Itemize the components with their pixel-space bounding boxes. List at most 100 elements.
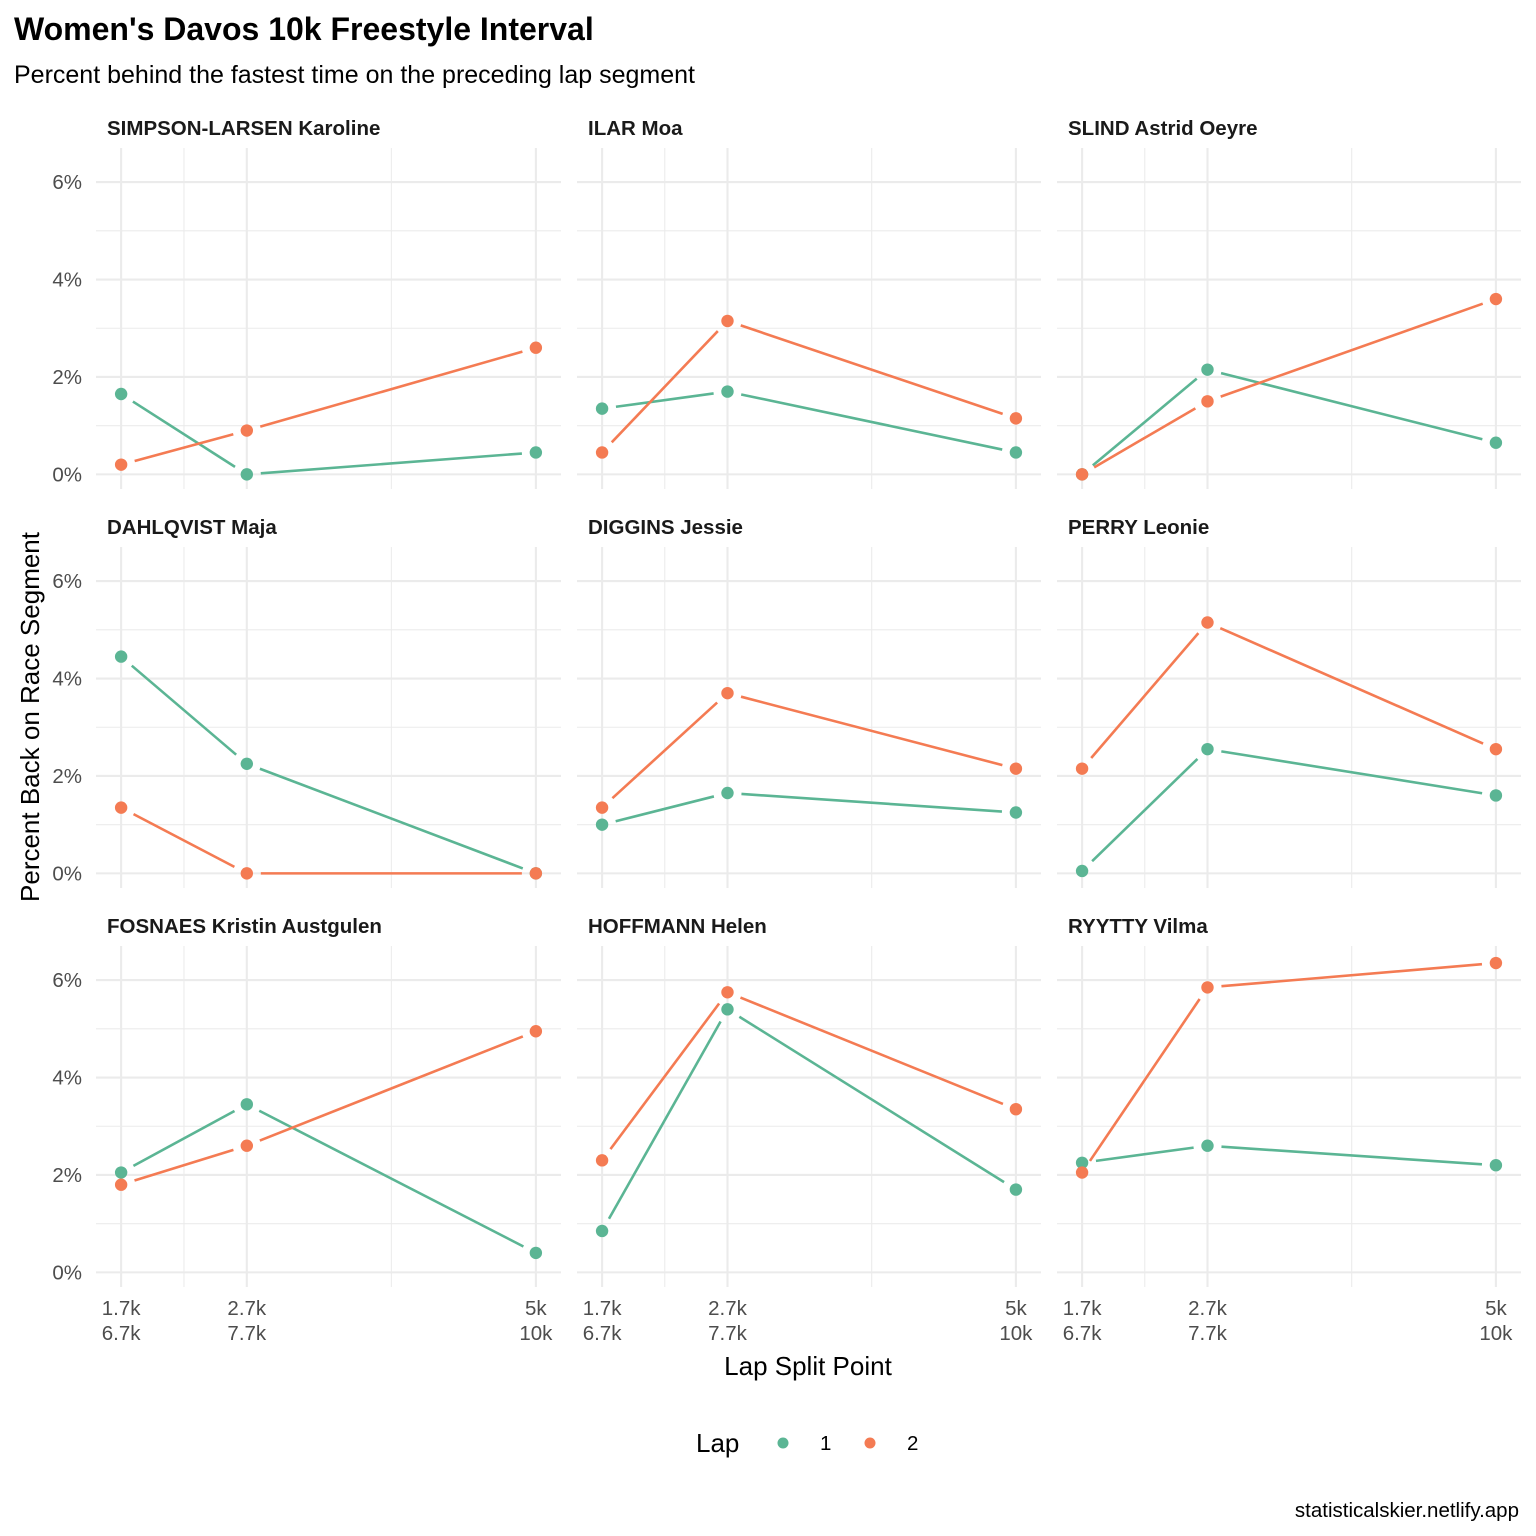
data-point-lap-2 <box>1075 762 1089 775</box>
data-point-lap-2 <box>595 1154 609 1167</box>
panel-8: HOFFMANN Helen <box>577 915 1041 1287</box>
chart-title: Women's Davos 10k Freestyle Interval <box>14 11 594 47</box>
series-line-lap-2 <box>1219 626 1484 745</box>
series-line-lap-2 <box>740 695 1003 767</box>
panel-7: FOSNAES Kristin Austgulen 0% 2% 4% 6% <box>52 915 561 1287</box>
series-line-lap-1 <box>258 1109 525 1248</box>
y-tick-label: 6% <box>52 171 82 194</box>
legend-key-lap-1 <box>777 1437 789 1449</box>
data-point-lap-2 <box>529 867 543 880</box>
x-tick-label: 1.7k <box>102 1297 141 1320</box>
data-point-lap-1 <box>1489 789 1503 802</box>
x-tick-label: 6.7k <box>583 1322 622 1345</box>
data-point-lap-2 <box>240 1139 254 1152</box>
chart-subtitle: Percent behind the fastest time on the p… <box>14 61 695 89</box>
x-tick-label: 10k <box>1479 1322 1513 1345</box>
facet-panels: SIMPSON-LARSEN Karoline 0% 2% 4% 6% ILAR Moa S… <box>52 117 1521 1287</box>
series-line-lap-2 <box>1088 998 1201 1162</box>
x-tick-label: 7.7k <box>708 1322 747 1345</box>
series-line-lap-1 <box>130 664 238 756</box>
series-line-lap-1 <box>132 1109 236 1167</box>
series-line-lap-1 <box>1221 750 1483 795</box>
series-line-lap-1 <box>1091 757 1199 863</box>
data-point-lap-1 <box>1075 864 1089 878</box>
panel-title: SLIND Astrid Oeyre <box>1068 117 1258 140</box>
panel-title: FOSNAES Kristin Austgulen <box>107 915 382 938</box>
panel-title: SIMPSON-LARSEN Karoline <box>107 117 380 140</box>
y-tick-label: 4% <box>52 668 82 691</box>
series-line-lap-2 <box>132 812 236 869</box>
data-point-lap-1 <box>1075 1156 1089 1169</box>
x-tick-label: 2.7k <box>708 1297 747 1320</box>
data-point-lap-2 <box>529 341 543 354</box>
data-point-lap-1 <box>721 385 734 398</box>
series-line-lap-2 <box>739 996 1004 1106</box>
data-point-lap-2 <box>721 314 734 328</box>
data-point-lap-2 <box>1201 616 1214 629</box>
data-point-lap-2 <box>1201 395 1214 408</box>
data-point-lap-2 <box>114 1178 128 1191</box>
series-line-lap-2 <box>740 324 1004 416</box>
data-point-lap-1 <box>1201 1139 1214 1152</box>
y-tick-label: 0% <box>52 463 82 486</box>
series-line-lap-2 <box>611 701 719 800</box>
data-point-lap-2 <box>1489 956 1503 970</box>
series-line-lap-2 <box>259 350 523 428</box>
data-point-lap-2 <box>114 458 128 471</box>
series-line-lap-1 <box>738 1015 1005 1184</box>
legend: Lap 1 2 <box>696 1428 918 1458</box>
legend-key-lap-2 <box>864 1437 876 1449</box>
data-point-lap-1 <box>1489 436 1503 449</box>
data-point-lap-1 <box>240 1098 254 1111</box>
series-line-lap-1 <box>607 1020 722 1220</box>
x-axis-title: Lap Split Point <box>724 1351 892 1381</box>
series-line-lap-2 <box>1090 632 1200 759</box>
y-tick-label: 6% <box>52 570 82 593</box>
data-point-lap-2 <box>1489 742 1503 756</box>
y-tick-label: 4% <box>52 1067 82 1090</box>
data-point-lap-1 <box>1009 1183 1023 1196</box>
data-point-lap-2 <box>1489 292 1503 306</box>
series-line-lap-2 <box>609 1002 721 1150</box>
x-tick-label: 7.7k <box>1188 1322 1227 1345</box>
series-line-lap-1 <box>1095 1146 1194 1163</box>
data-point-lap-1 <box>721 1003 734 1016</box>
y-tick-label: 2% <box>52 366 82 389</box>
data-point-lap-1 <box>240 757 254 770</box>
series-line-lap-2 <box>1220 302 1484 398</box>
data-point-lap-1 <box>240 468 254 481</box>
x-axis-ticks: 1.7k6.7k2.7k7.7k5k10k1.7k6.7k2.7k7.7k5k1… <box>102 1297 1513 1345</box>
legend-label-lap-2: 2 <box>907 1432 918 1455</box>
series-line-lap-1 <box>741 792 1003 813</box>
data-point-lap-2 <box>1201 981 1214 994</box>
x-tick-label: 2.7k <box>227 1297 266 1320</box>
y-tick-label: 6% <box>52 969 82 992</box>
data-point-lap-2 <box>595 801 609 814</box>
data-point-lap-2 <box>1009 1102 1023 1116</box>
panel-9: RYYTTY Vilma <box>1057 915 1521 1287</box>
data-point-lap-2 <box>240 424 254 437</box>
x-tick-label: 6.7k <box>102 1322 141 1345</box>
series-line-lap-1 <box>1220 371 1483 441</box>
series-line-lap-2 <box>610 330 719 444</box>
data-point-lap-1 <box>114 387 128 401</box>
series-line-lap-2 <box>134 1148 234 1182</box>
y-tick-label: 2% <box>52 765 82 788</box>
series-line-lap-2 <box>134 432 234 463</box>
series-line-lap-2 <box>259 1035 524 1142</box>
data-point-lap-2 <box>114 801 128 814</box>
data-point-lap-2 <box>1075 468 1089 481</box>
data-point-lap-1 <box>1009 806 1023 819</box>
series-line-lap-1 <box>615 392 714 409</box>
data-point-lap-1 <box>1201 363 1214 376</box>
series-line-lap-1 <box>260 452 523 475</box>
data-point-lap-1 <box>114 1166 128 1179</box>
data-point-lap-1 <box>114 650 128 663</box>
data-point-lap-1 <box>529 1246 543 1260</box>
data-point-lap-2 <box>595 446 609 459</box>
data-point-lap-2 <box>240 867 254 880</box>
data-point-lap-1 <box>721 786 734 800</box>
x-tick-label: 2.7k <box>1188 1297 1227 1320</box>
data-point-lap-1 <box>1009 446 1023 459</box>
